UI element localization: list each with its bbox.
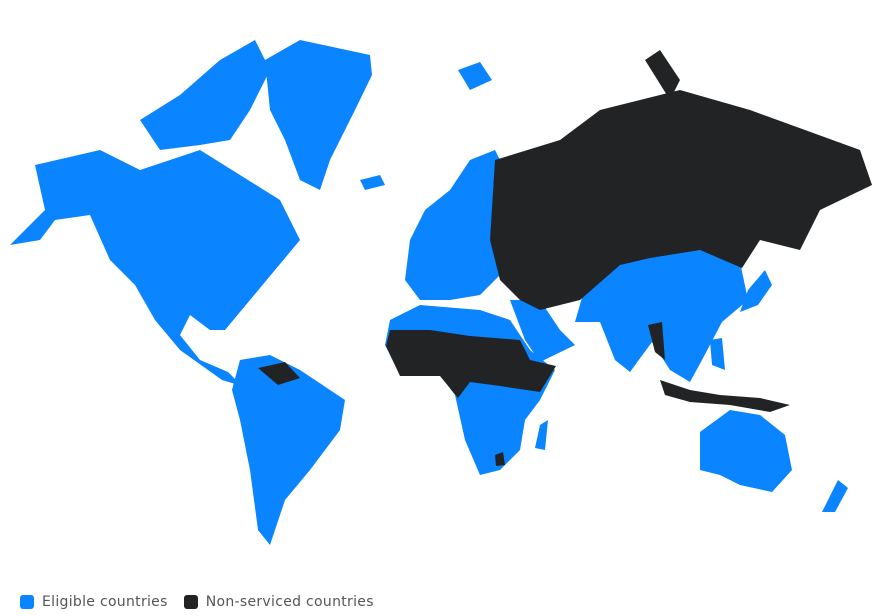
- map-legend: Eligible countries Non-serviced countrie…: [20, 594, 374, 610]
- middle-east[interactable]: [510, 300, 575, 362]
- southern-africa-small[interactable]: [495, 452, 505, 466]
- indonesia[interactable]: [660, 380, 790, 412]
- south-america[interactable]: [232, 355, 345, 545]
- north-america[interactable]: [10, 150, 300, 386]
- iceland[interactable]: [360, 175, 385, 190]
- greenland[interactable]: [265, 40, 372, 190]
- new-zealand[interactable]: [822, 480, 848, 512]
- myanmar[interactable]: [648, 322, 665, 360]
- europe[interactable]: [405, 150, 505, 300]
- non-serviced-swatch: [183, 595, 198, 609]
- world-map: [10, 40, 872, 545]
- legend-label-non-serviced: Non-serviced countries: [205, 594, 374, 610]
- non-serviced-regions: [258, 50, 872, 466]
- australia[interactable]: [700, 410, 792, 492]
- philippines[interactable]: [710, 338, 725, 370]
- asia-east-south[interactable]: [575, 250, 748, 382]
- arctic-islands[interactable]: [645, 50, 680, 100]
- canadian-arctic[interactable]: [140, 40, 270, 150]
- russia[interactable]: [490, 90, 872, 310]
- legend-item-eligible[interactable]: Eligible countries: [20, 594, 168, 610]
- legend-item-non-serviced[interactable]: Non-serviced countries: [183, 594, 374, 610]
- madagascar[interactable]: [535, 420, 548, 450]
- svalbard[interactable]: [458, 62, 492, 90]
- japan[interactable]: [740, 270, 772, 312]
- legend-label-eligible: Eligible countries: [42, 594, 168, 610]
- eligible-swatch: [20, 595, 34, 609]
- sahel-central-africa[interactable]: [386, 330, 556, 398]
- venezuela-region[interactable]: [258, 362, 300, 385]
